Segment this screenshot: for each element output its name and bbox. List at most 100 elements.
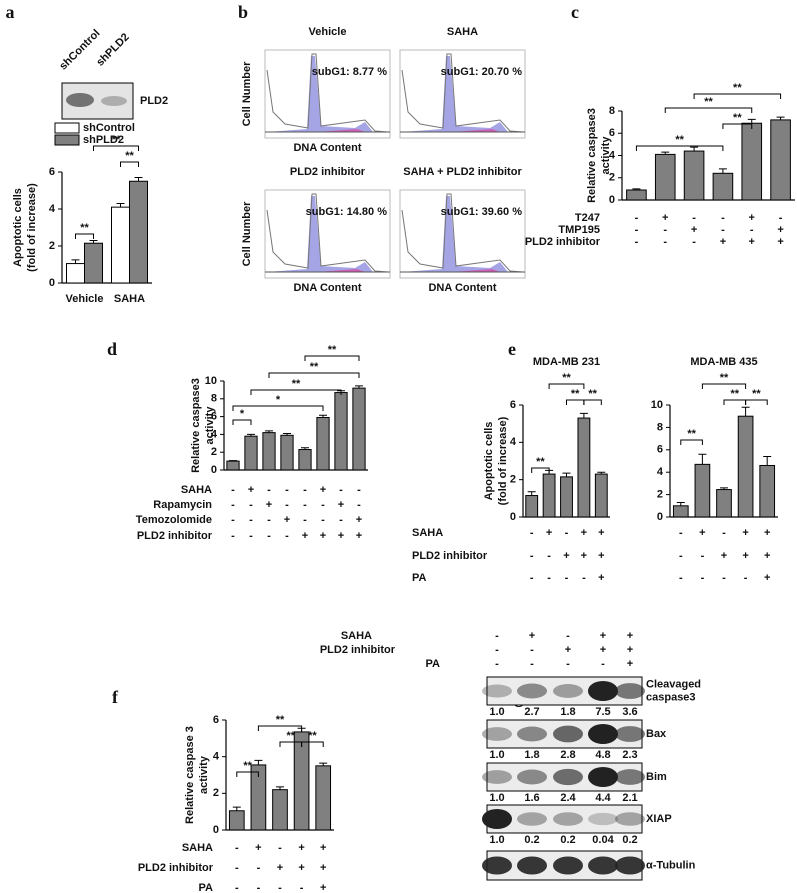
error-bar <box>763 456 772 466</box>
significance-bracket <box>745 399 768 405</box>
error-bar <box>319 414 327 418</box>
histogram-line <box>266 53 389 133</box>
significance-bracket <box>723 399 747 405</box>
panel-letter: a <box>6 2 15 22</box>
band <box>553 684 583 698</box>
significance-label: * <box>240 408 245 420</box>
condition-label: PLD2 inhibitor <box>138 862 214 874</box>
quantification: 1.0 <box>489 706 504 718</box>
y-tick-label: 6 <box>609 127 615 139</box>
condition-sign: - <box>679 572 683 584</box>
condition-label: SAHA <box>341 630 372 642</box>
condition-sign: + <box>298 842 304 854</box>
chart-title: MDA-MB 435 <box>690 356 757 368</box>
condition-sign: - <box>495 630 499 642</box>
condition-sign: + <box>529 630 535 642</box>
bar <box>272 789 288 831</box>
band <box>588 724 618 744</box>
bar <box>111 206 130 284</box>
significance-label: ** <box>125 150 134 162</box>
bar <box>683 150 705 201</box>
significance-bracket <box>548 383 585 389</box>
condition-label: TMP195 <box>558 224 600 236</box>
condition-sign: + <box>563 550 569 562</box>
panel-letter: c <box>571 2 579 22</box>
y-tick-label: 2 <box>609 172 615 184</box>
significance-bracket <box>566 399 585 405</box>
band <box>553 768 583 786</box>
bar <box>594 473 608 518</box>
error-bar <box>71 259 80 264</box>
bar <box>244 435 258 471</box>
condition-sign: - <box>278 842 282 854</box>
blot-label: α-Tubulin <box>646 859 696 871</box>
condition-sign: - <box>530 550 534 562</box>
bar <box>66 263 85 284</box>
panel-letter: d <box>107 339 117 359</box>
histogram-title: SAHA <box>447 26 478 38</box>
condition-sign: + <box>777 236 783 248</box>
condition-sign: - <box>231 499 235 511</box>
y-tick-label: 4 <box>510 436 517 448</box>
quantification: 0.2 <box>524 834 539 846</box>
condition-sign: - <box>692 236 696 248</box>
condition-sign: - <box>495 644 499 656</box>
condition-sign: + <box>320 862 326 874</box>
y-tick-label: 2 <box>213 787 219 799</box>
significance-label: ** <box>562 372 571 384</box>
band <box>615 769 645 785</box>
error-bar <box>89 239 98 244</box>
y-axis-label: activity <box>198 755 210 794</box>
error-bar <box>116 202 125 208</box>
bar <box>298 449 312 471</box>
significance-bracket <box>680 439 703 445</box>
condition-sign: - <box>303 514 307 526</box>
condition-sign: - <box>635 236 639 248</box>
condition-sign: - <box>303 499 307 511</box>
significance-label: ** <box>733 112 742 124</box>
condition-sign: + <box>546 527 552 539</box>
x-tick-label: Vehicle <box>66 293 104 305</box>
y-tick-label: 4 <box>609 149 616 161</box>
error-bar <box>232 806 241 811</box>
condition-sign: + <box>255 842 261 854</box>
condition-sign: - <box>530 572 534 584</box>
histogram-title: SAHA + PLD2 inhibitor <box>403 166 522 178</box>
condition-sign: - <box>235 862 239 874</box>
condition-sign: - <box>744 572 748 584</box>
quantification: 1.0 <box>489 792 504 804</box>
bar <box>316 416 330 471</box>
y-tick-label: 8 <box>609 105 615 117</box>
significance-label: ** <box>112 134 121 146</box>
y-axis-label: activity <box>204 406 216 445</box>
condition-sign: + <box>320 842 326 854</box>
subg1-label: subG1: 39.60 % <box>441 206 523 218</box>
condition-sign: - <box>547 572 551 584</box>
condition-label: PLD2 inhibitor <box>137 530 213 542</box>
condition-sign: + <box>320 484 326 496</box>
blot-label: Bim <box>646 771 667 783</box>
quantification: 1.8 <box>560 706 575 718</box>
significance-bracket <box>693 93 782 99</box>
bar <box>712 172 734 201</box>
condition-sign: + <box>600 644 606 656</box>
subg1-label: subG1: 20.70 % <box>441 66 523 78</box>
histogram-title: PLD2 inhibitor <box>290 166 366 178</box>
condition-sign: - <box>721 224 725 236</box>
band <box>517 812 547 826</box>
band <box>588 812 618 826</box>
condition-sign: - <box>692 212 696 224</box>
panel-letter: f <box>112 687 119 707</box>
condition-sign: + <box>298 862 304 874</box>
y-tick-label: 8 <box>211 393 217 405</box>
y-tick-label: 10 <box>205 375 217 387</box>
y-tick-label: 2 <box>510 474 516 486</box>
condition-sign: + <box>749 212 755 224</box>
bar <box>694 463 711 518</box>
condition-label: PA <box>412 572 427 584</box>
y-tick-label: 2 <box>657 489 663 501</box>
quantification: 4.4 <box>595 792 611 804</box>
condition-sign: - <box>235 842 239 854</box>
blot-label: XIAP <box>646 813 672 825</box>
condition-sign: - <box>679 550 683 562</box>
